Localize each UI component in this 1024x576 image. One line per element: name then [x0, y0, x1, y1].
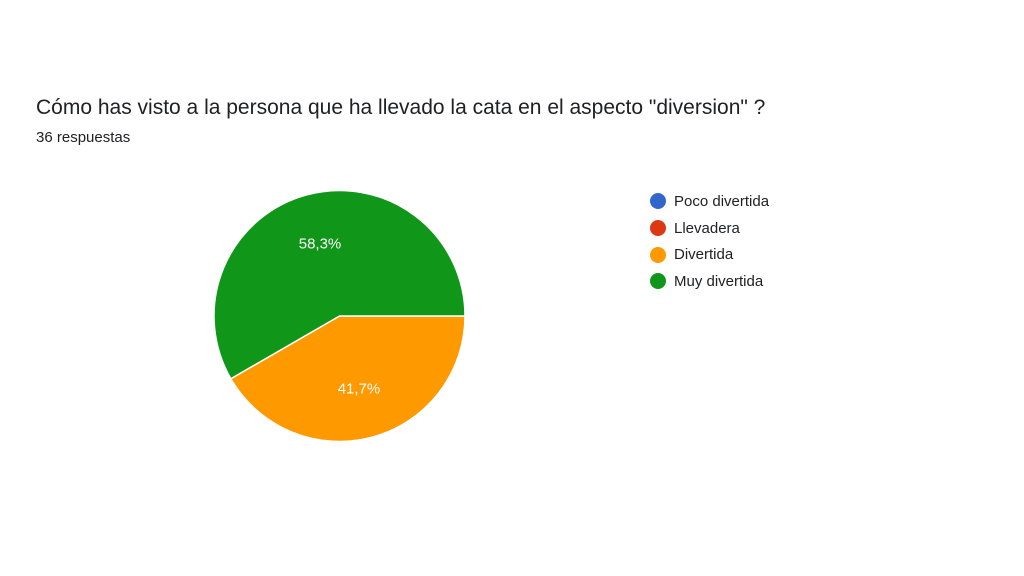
legend-item-muy-divertida[interactable]: Muy divertida [650, 268, 769, 295]
pie-slice-divertida[interactable] [229, 315, 466, 443]
legend-label-llevadera: Llevadera [674, 219, 740, 237]
legend-item-llevadera[interactable]: Llevadera [650, 215, 769, 242]
legend-item-divertida[interactable]: Divertida [650, 241, 769, 268]
legend-label-poco-divertida: Poco divertida [674, 192, 770, 210]
slice-label-divertida: 41,7% [338, 381, 381, 398]
legend-swatch-poco-divertida [650, 193, 666, 210]
legend-label-divertida: Divertida [674, 246, 734, 264]
question-title: Cómo has visto a la persona que ha lleva… [36, 96, 766, 119]
legend-item-poco-divertida[interactable]: Poco divertida [650, 188, 769, 215]
legend-label-muy-divertida: Muy divertida [674, 272, 764, 290]
chart-legend: Poco divertida Llevadera Divertida Muy d… [650, 188, 769, 295]
pie-slice-muy-divertida[interactable] [213, 189, 466, 380]
legend-swatch-muy-divertida [650, 273, 666, 290]
response-count: 36 respuestas [36, 129, 131, 146]
legend-swatch-divertida [650, 246, 666, 263]
slice-label-muy-divertida: 58,3% [299, 235, 342, 252]
legend-swatch-llevadera [650, 220, 666, 237]
